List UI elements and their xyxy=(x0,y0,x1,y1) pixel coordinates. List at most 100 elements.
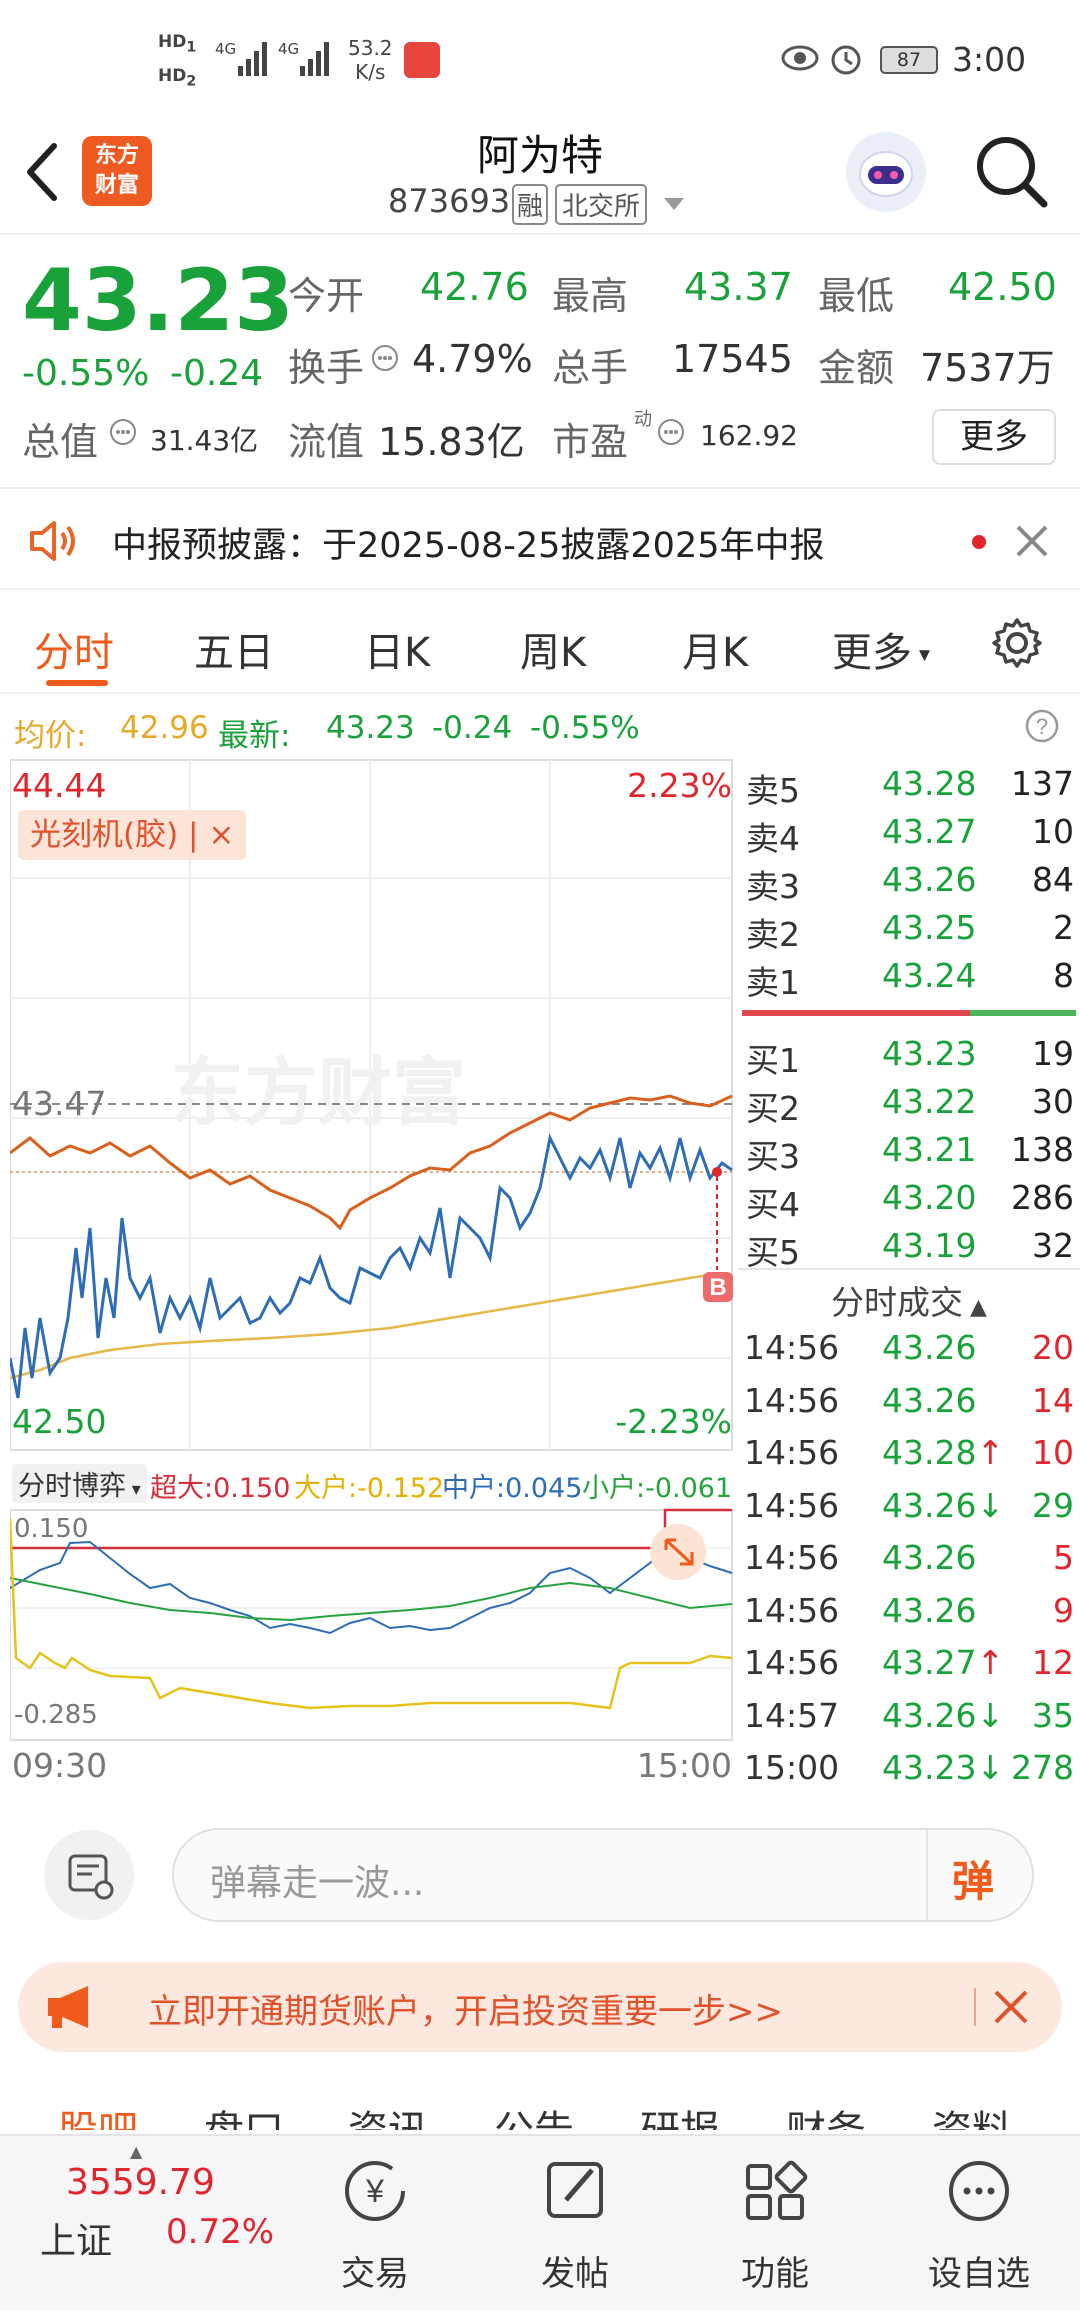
subtab-research[interactable]: 研报 xyxy=(640,2098,720,2130)
search-icon[interactable] xyxy=(974,134,1050,210)
help-icon[interactable]: ? xyxy=(1024,708,1060,744)
nav-trade[interactable]: ¥ 交易 xyxy=(300,2146,450,2296)
exchange-badge: 北交所 xyxy=(555,184,648,225)
flow-legend: 分时博弈 ▾ 超大:0.150 大户:-0.152 中户:0.045 小户:-0… xyxy=(10,1458,734,1504)
nav-post[interactable]: 发帖 xyxy=(500,2146,650,2296)
flow-super: 超大:0.150 xyxy=(150,1473,291,1504)
trade-time: 14:56 xyxy=(744,1590,840,1630)
y-axis-max: 44.44 xyxy=(12,766,107,805)
ask-row: 卖2 43.25 2 xyxy=(746,908,1074,954)
trade-volume: 29 xyxy=(1032,1485,1074,1525)
robot-assistant-icon[interactable] xyxy=(846,132,926,212)
trade-price: 43.23↓ xyxy=(882,1748,1005,1787)
status-bar: HD1 HD2 4G 4G 53.2 K/s 87 3:00 xyxy=(0,0,1080,120)
trades-title[interactable]: 分时成交 ▲ xyxy=(831,1283,987,1322)
subtab-orderbook[interactable]: 盘口 xyxy=(204,2098,284,2130)
pe-dynamic-sup: 动 xyxy=(634,409,652,430)
trade-row: 14:56 43.27↑ 12 xyxy=(742,1635,1078,1687)
promo-text: 立即开通期货账户，开启投资重要一步>> xyxy=(148,1992,783,2032)
ask-row: 卖4 43.27 10 xyxy=(746,812,1074,858)
trade-time: 14:56 xyxy=(744,1643,840,1682)
grid-icon xyxy=(746,2160,808,2220)
speaker-icon xyxy=(30,521,75,561)
info-dots-icon-2[interactable] xyxy=(108,417,138,447)
y-axis-max-pct: 2.23% xyxy=(627,766,732,805)
concept-tag-close-icon[interactable]: × xyxy=(208,817,235,853)
trade-price: 43.28↑ xyxy=(882,1433,1005,1472)
flow-large: 大户:-0.152 xyxy=(294,1473,445,1504)
bid-row: 买4 43.20 286 xyxy=(746,1178,1074,1224)
more-button[interactable]: 更多 xyxy=(932,409,1056,465)
trade-price: 43.26 xyxy=(882,1590,977,1630)
danmu-button[interactable]: 弹 xyxy=(952,1857,995,1906)
dropdown-triangle-icon[interactable] xyxy=(662,196,686,212)
avg-label: 均价: xyxy=(14,718,87,754)
turnover-value: 4.79% xyxy=(412,337,533,381)
tab-more[interactable]: 更多 ▾ xyxy=(832,630,931,676)
chart-tabs: 分时 五日 日K 周K 月K 更多 ▾ xyxy=(0,592,1080,694)
trade-time: 14:56 xyxy=(744,1538,840,1577)
trade-time: 14:56 xyxy=(744,1328,840,1367)
danmu-input[interactable]: 弹幕走一波... 弹 xyxy=(172,1828,1034,1922)
subtab-forum[interactable]: 股吧 xyxy=(58,2098,138,2130)
high-value: 43.37 xyxy=(684,265,793,309)
subtab-announcements[interactable]: 公告 xyxy=(494,2098,574,2130)
trade-row: 14:56 43.26 9 xyxy=(742,1583,1078,1635)
flow-mid: 中户:0.045 xyxy=(442,1473,583,1504)
index-ticker[interactable]: ▲ 3559.79 上证 0.72% xyxy=(40,2142,275,2262)
avg-value: 42.96 xyxy=(120,710,209,746)
subtab-profile[interactable]: 资料 xyxy=(932,2098,1012,2130)
trade-row: 15:00 43.23↓ 278 xyxy=(742,1740,1078,1792)
notice-bar[interactable]: 中报预披露：于2025-08-25披露2025年中报 xyxy=(0,487,1080,590)
unread-dot xyxy=(972,535,986,549)
megaphone-icon xyxy=(48,1986,88,2028)
tab-intraday[interactable]: 分时 xyxy=(34,630,114,676)
concept-tag[interactable]: 光刻机(胶) | × xyxy=(18,810,247,860)
notes-icon[interactable] xyxy=(44,1830,134,1920)
float-cap-label: 流值 xyxy=(288,420,365,464)
trade-time: 14:56 xyxy=(744,1485,840,1525)
brand-logo[interactable]: 东方 财富 xyxy=(82,136,152,206)
intraday-chart[interactable]: 东方财富 B 44.44 2.23% 光刻机(胶) | × 43.47 42.5… xyxy=(8,758,734,1788)
subtab-news[interactable]: 资讯 xyxy=(348,2098,428,2130)
info-dots-icon[interactable] xyxy=(370,343,400,373)
tab-five-day[interactable]: 五日 xyxy=(194,630,274,676)
low-value: 42.50 xyxy=(948,265,1057,309)
margin-badge: 融 xyxy=(512,184,549,225)
turnover-label: 换手 xyxy=(288,346,365,390)
bid-strength-bar xyxy=(970,1010,1076,1016)
nav-functions[interactable]: 功能 xyxy=(700,2146,850,2296)
bid-row: 买2 43.22 30 xyxy=(746,1082,1074,1128)
tab-monthly-k[interactable]: 月K xyxy=(682,630,749,676)
info-dots-icon-3[interactable] xyxy=(656,417,686,447)
promo-close-icon[interactable] xyxy=(992,1988,1030,2026)
flow-small: 小户:-0.061 xyxy=(582,1473,733,1504)
amount-value: 7537万 xyxy=(920,346,1055,390)
trade-time: 14:56 xyxy=(744,1380,840,1420)
subtab-financials[interactable]: 财务 xyxy=(786,2098,866,2130)
back-arrow-icon[interactable] xyxy=(22,142,62,202)
tab-weekly-k[interactable]: 周K xyxy=(520,630,587,676)
order-book[interactable]: 卖5 43.28 137 卖4 43.27 10 卖3 43.26 84 卖2 43.25 2 … xyxy=(738,758,1080,1788)
flow-min-label: -0.285 xyxy=(14,1700,98,1730)
close-icon[interactable] xyxy=(1014,523,1050,559)
flow-max-label: 0.150 xyxy=(14,1514,89,1544)
ask-row: 卖5 43.28 137 xyxy=(746,764,1074,810)
signal-icon xyxy=(238,42,267,76)
float-cap-value: 15.83亿 xyxy=(378,420,525,464)
low-label: 最低 xyxy=(818,274,895,318)
signal-icon-2 xyxy=(300,42,329,76)
gear-icon[interactable] xyxy=(990,616,1044,670)
nav-add-watchlist[interactable]: 设自选 xyxy=(904,2146,1054,2296)
flow-selector[interactable]: 分时博弈 ▾ xyxy=(12,1464,147,1503)
open-label: 今开 xyxy=(288,274,365,318)
quote-panel: 43.23 -0.55% -0.24 今开 42.76 最高 43.37 最低 … xyxy=(0,237,1080,487)
battery-icon: 87 xyxy=(880,46,938,74)
amount-label: 金额 xyxy=(818,346,895,390)
futures-promo-banner[interactable]: 立即开通期货账户，开启投资重要一步>> xyxy=(18,1962,1062,2052)
buy-marker: B xyxy=(709,1274,726,1301)
signal-4g-label-2: 4G xyxy=(278,40,300,58)
volume-value: 17545 xyxy=(672,337,793,381)
trade-row: 14:56 43.26 14 xyxy=(742,1373,1078,1425)
tab-daily-k[interactable]: 日K xyxy=(364,630,431,676)
